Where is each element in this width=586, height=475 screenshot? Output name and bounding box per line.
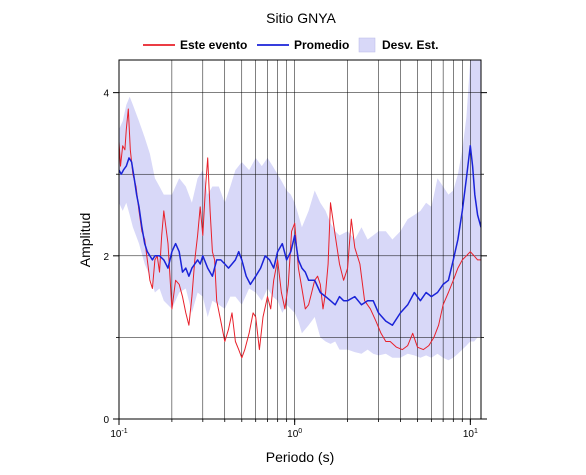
legend-label-este-evento: Este evento	[180, 38, 247, 52]
y-axis-label: Amplitud	[77, 213, 93, 267]
legend-label-promedio: Promedio	[294, 38, 349, 52]
x-tick-label: 101	[463, 428, 478, 440]
legend: Este evento Promedio Desv. Est.	[143, 37, 438, 53]
std-dev-band	[119, 60, 481, 361]
x-axis-label: Periodo (s)	[266, 449, 334, 465]
series-line-promedio	[119, 144, 481, 326]
x-tick-label: 10-1	[110, 428, 127, 440]
y-tick-label: 4	[103, 89, 109, 100]
y-tick-label: 0	[103, 415, 109, 426]
x-tick-label: 100	[287, 428, 302, 440]
y-tick-label: 2	[103, 252, 109, 263]
legend-label-desv-est-: Desv. Est.	[382, 38, 438, 52]
chart-title: Sitio GNYA	[266, 10, 336, 26]
plot-frame	[118, 59, 482, 420]
series-line-este-evento	[119, 108, 481, 359]
legend-swatch-desv-est-	[358, 37, 376, 53]
